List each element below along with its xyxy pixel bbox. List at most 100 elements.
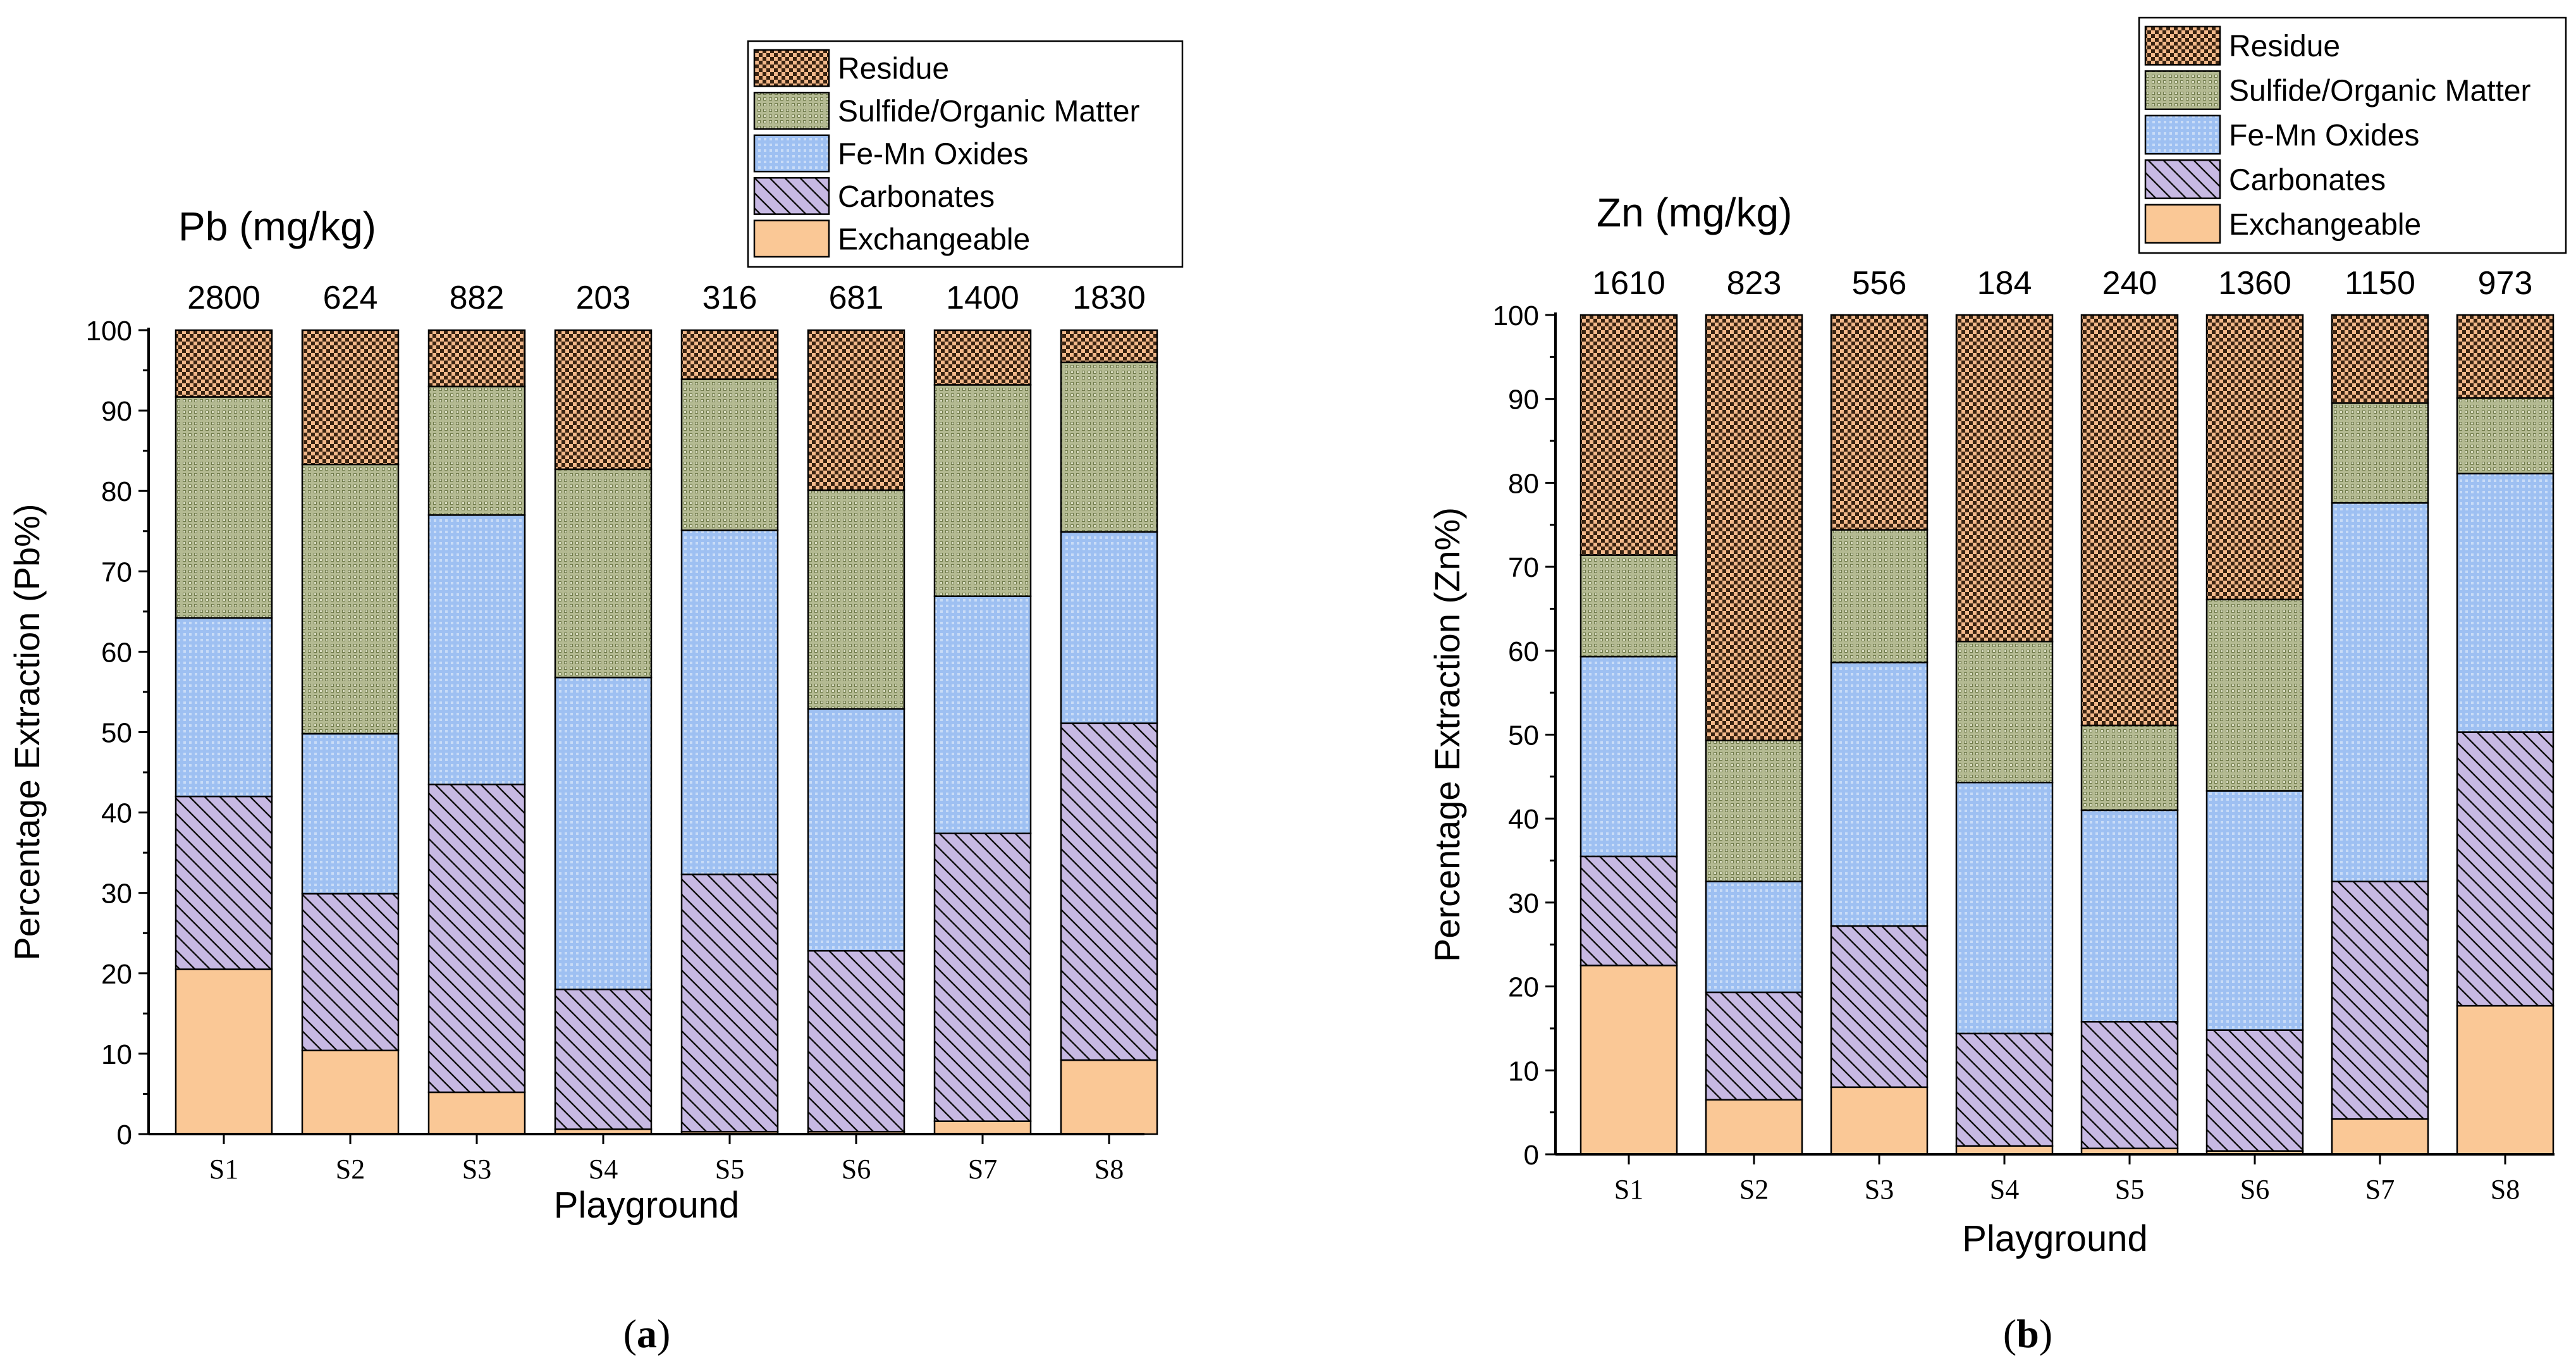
total-label: 184 bbox=[1977, 265, 2032, 302]
x-tick-label: S4 bbox=[1990, 1174, 2019, 1205]
total-label: 681 bbox=[829, 280, 884, 316]
bar-segment-residue-s6 bbox=[807, 329, 905, 491]
bar-segment-residue-s1 bbox=[175, 329, 273, 398]
bar-stack-s8 bbox=[1060, 329, 1158, 1135]
legend-label: Sulfide/Organic Matter bbox=[2229, 75, 2531, 108]
panel-label-close: ) bbox=[657, 1311, 670, 1356]
x-tick-label: S8 bbox=[1095, 1154, 1124, 1185]
bar-segment-residue-s8 bbox=[1060, 329, 1158, 364]
bar-segment-sulfide-organic-matter-s2 bbox=[301, 464, 400, 735]
bar-segment-exchangeable-s8 bbox=[1060, 1059, 1158, 1135]
y-tick-label: 50 bbox=[101, 718, 132, 749]
bar-segment-exchangeable-s8 bbox=[2456, 1004, 2555, 1156]
bar-stack-s6 bbox=[807, 329, 905, 1135]
bar-segment-carbonates-s8 bbox=[2456, 731, 2555, 1007]
bar-segment-fe-mn-oxides-s7 bbox=[933, 595, 1032, 834]
bar-stack-s8 bbox=[2456, 314, 2555, 1156]
bar-segment-carbonates-s6 bbox=[2205, 1029, 2304, 1152]
bar-segment-carbonates-s6 bbox=[807, 949, 905, 1133]
x-tick-label: S5 bbox=[2115, 1174, 2144, 1205]
bar-segment-exchangeable-s1 bbox=[1579, 965, 1678, 1156]
y-tick-label: 100 bbox=[1493, 300, 1539, 331]
bar-segment-sulfide-organic-matter-s2 bbox=[1705, 739, 1803, 882]
bar-segment-carbonates-s2 bbox=[301, 892, 400, 1052]
total-label: 2800 bbox=[187, 280, 261, 316]
total-label: 973 bbox=[2478, 265, 2533, 302]
x-tick-label: S5 bbox=[715, 1154, 744, 1185]
total-label: 1150 bbox=[2345, 265, 2415, 302]
bar-segment-carbonates-s1 bbox=[175, 795, 273, 970]
y-tick-label: 60 bbox=[101, 637, 132, 668]
bar-segment-fe-mn-oxides-s6 bbox=[2205, 790, 2304, 1031]
bar-segment-carbonates-s7 bbox=[2331, 880, 2429, 1120]
total-label: 1400 bbox=[946, 280, 1019, 316]
bar-stack-s7 bbox=[2331, 314, 2429, 1156]
legend-swatch-sulfide-organic-matter bbox=[753, 92, 830, 130]
bar-segment-residue-s6 bbox=[2205, 314, 2304, 601]
panel-label-open: ( bbox=[623, 1311, 637, 1356]
bar-segment-carbonates-s5 bbox=[680, 873, 779, 1133]
bar-stack-s2 bbox=[1705, 314, 1803, 1156]
bar-segment-exchangeable-s3 bbox=[1830, 1086, 1929, 1156]
y-tick-label: 90 bbox=[101, 396, 132, 427]
bar-segment-sulfide-organic-matter-s7 bbox=[2331, 402, 2429, 504]
total-label: 316 bbox=[702, 280, 757, 316]
bar-segment-fe-mn-oxides-s1 bbox=[175, 617, 273, 798]
bar-segment-sulfide-organic-matter-s5 bbox=[2080, 724, 2179, 812]
bar-segment-sulfide-organic-matter-s4 bbox=[1955, 640, 2054, 784]
legend-swatch-sulfide-organic-matter bbox=[2144, 70, 2221, 111]
y-tick-label: 40 bbox=[101, 798, 132, 829]
legend-swatch-exchangeable bbox=[2144, 204, 2221, 244]
y-tick-label: 30 bbox=[101, 879, 132, 910]
legend-swatch-fe-mn-oxides bbox=[2144, 114, 2221, 155]
total-label: 823 bbox=[1727, 265, 1782, 302]
bar-segment-carbonates-s8 bbox=[1060, 722, 1158, 1061]
legend-swatch-carbonates bbox=[753, 176, 830, 215]
x-tick-label: S1 bbox=[209, 1154, 238, 1185]
legend-swatch-exchangeable bbox=[753, 219, 830, 258]
bar-segment-carbonates-s5 bbox=[2080, 1021, 2179, 1149]
y-tick-label: 90 bbox=[1508, 385, 1539, 416]
total-label: 1830 bbox=[1072, 280, 1146, 316]
bar-segment-residue-s2 bbox=[301, 329, 400, 466]
x-tick-label: S8 bbox=[2491, 1174, 2520, 1205]
total-label: 1360 bbox=[2218, 265, 2291, 302]
x-tick-label: S6 bbox=[842, 1154, 871, 1185]
panel-label-letter: b bbox=[2016, 1311, 2039, 1356]
bar-segment-fe-mn-oxides-s8 bbox=[2456, 472, 2555, 733]
x-tick-label: S4 bbox=[589, 1154, 618, 1185]
x-axis-title: Playground bbox=[1962, 1218, 2147, 1259]
bar-segment-carbonates-s2 bbox=[1705, 991, 1803, 1101]
x-tick-label: S2 bbox=[336, 1154, 365, 1185]
bar-segment-carbonates-s3 bbox=[427, 783, 526, 1094]
legend-label: Carbonates bbox=[838, 180, 995, 214]
bar-segment-residue-s4 bbox=[554, 329, 653, 471]
bar-segment-residue-s5 bbox=[2080, 314, 2179, 727]
bar-segment-carbonates-s7 bbox=[933, 832, 1032, 1122]
bar-segment-residue-s7 bbox=[2331, 314, 2429, 404]
total-label: 556 bbox=[1852, 265, 1907, 302]
legend: Residue Sulfide/Organic Matter Fe-Mn Oxide… bbox=[2138, 16, 2567, 254]
legend-swatch-residue bbox=[2144, 25, 2221, 66]
bar-segment-fe-mn-oxides-s7 bbox=[2331, 502, 2429, 882]
bar-segment-sulfide-organic-matter-s1 bbox=[1579, 554, 1678, 658]
bar-stack-s1 bbox=[1579, 314, 1678, 1156]
bar-stack-s4 bbox=[1955, 314, 2054, 1156]
y-tick-label: 60 bbox=[1508, 636, 1539, 667]
y-tick-label: 0 bbox=[1524, 1140, 1539, 1171]
bar-stack-s3 bbox=[427, 329, 526, 1135]
panel-label-a: (a) bbox=[623, 1311, 671, 1356]
y-tick-label: 70 bbox=[1508, 552, 1539, 583]
bar-segment-sulfide-organic-matter-s8 bbox=[2456, 397, 2555, 475]
bar-segment-residue-s2 bbox=[1705, 314, 1803, 742]
bar-segment-sulfide-organic-matter-s4 bbox=[554, 468, 653, 679]
bar-segment-exchangeable-s3 bbox=[427, 1091, 526, 1135]
x-tick-label: S6 bbox=[2240, 1174, 2269, 1205]
x-tick-label: S7 bbox=[2365, 1174, 2395, 1205]
y-tick-label: 40 bbox=[1508, 804, 1539, 835]
bar-segment-residue-s4 bbox=[1955, 314, 2054, 643]
bar-segment-carbonates-s4 bbox=[1955, 1032, 2054, 1147]
y-tick-label: 50 bbox=[1508, 720, 1539, 751]
bar-segment-fe-mn-oxides-s2 bbox=[1705, 880, 1803, 994]
